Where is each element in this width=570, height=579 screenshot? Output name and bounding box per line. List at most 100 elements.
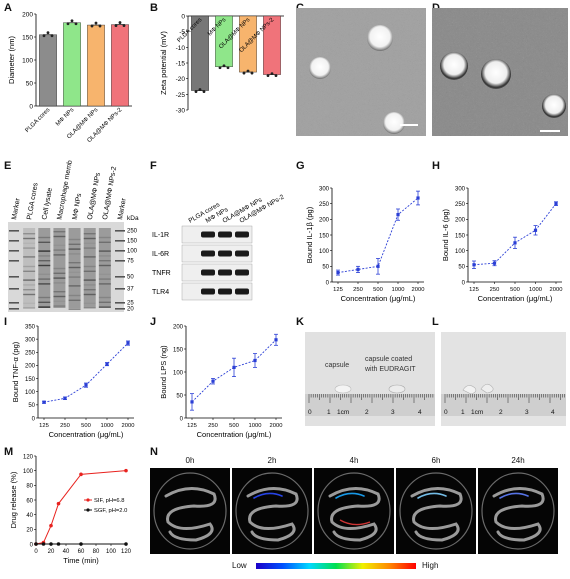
legend-marker [86,498,90,502]
y-axis-label: Drug release (%) [9,471,18,528]
panel-label-j: J [150,316,157,328]
x-tick-label: 1000 [392,287,405,293]
series-line [473,203,557,266]
panel-label-b: B [150,2,158,14]
blot-row-label: IL-6R [152,251,169,258]
y-tick-label: 150 [319,233,330,239]
x-tick-label: 250 [60,423,70,429]
x-tick-label: 20 [48,549,55,555]
gel-band [53,277,66,279]
tem-image-d-drawing [432,8,568,136]
color-scale-high: High [422,561,439,570]
data-point [94,21,98,25]
gel-band [38,288,50,289]
x-tick-label: 2000 [122,423,135,429]
data-point [79,542,83,546]
y-tick-label: 100 [23,469,34,475]
kda-value: 50 [127,275,134,281]
gel-lane-label: OLA@MΦ NPs [87,172,102,221]
gel-band [68,248,81,250]
gel-band [99,288,111,289]
kda-value: 20 [127,307,134,313]
y-tick-label: 50 [28,403,35,409]
blot-band [235,288,249,295]
bar [39,34,57,107]
kda-value: 25 [127,301,134,307]
x-axis-label: Time (min) [63,556,99,565]
gel-band [23,237,36,240]
color-scale-low: Low [232,561,247,570]
blot-band [218,250,232,257]
y-tick-label: 0 [180,416,184,422]
y-tick-label: 150 [455,233,466,239]
blot-row-label: TLR4 [152,289,169,296]
blot-strip [181,244,253,263]
x-tick-label: 500 [510,287,520,293]
panel-label-n: N [150,446,158,458]
data-point [190,400,194,404]
data-point [49,523,53,528]
y-tick-label: 200 [25,364,36,370]
marker-band [9,276,19,278]
gel-band [53,231,66,233]
y-tick-label: 200 [22,12,33,19]
gel-band [38,306,51,308]
gel-band [38,283,51,285]
tem-image-c [296,8,426,136]
gel-lane [53,228,66,308]
data-point [533,228,538,232]
panel-label-a: A [4,2,12,14]
bar [111,24,129,107]
y-tick-label: 300 [455,186,466,192]
gel-band [98,283,111,285]
data-point [513,241,517,245]
gel-band [53,300,66,302]
x-tick-label: 125 [333,287,343,293]
kda-value: 150 [127,239,138,245]
gel-band [83,270,96,272]
data-point [232,365,236,369]
gel-band [83,233,96,235]
bar [63,22,81,107]
gel-band [38,250,51,252]
marker-band [9,230,19,232]
gel-band [53,244,66,246]
gel-band [23,261,35,262]
marker-band [115,260,125,262]
imaging-time-label: 6h [431,456,441,465]
gel-band [53,305,66,307]
marker-band [115,276,125,278]
data-point [124,468,128,473]
data-point [124,542,128,546]
y-axis-label: Bound IL-6 (pg) [441,208,450,261]
panel-label-l: L [432,316,439,328]
gel-band [53,282,66,284]
y-tick-label: 250 [25,351,36,357]
gel-band [98,306,111,308]
data-point [118,21,122,24]
imaging-tile: 4h [314,456,394,556]
gel-band [53,291,66,293]
panel-label-i: I [4,316,8,328]
y-tick-label: 0 [32,416,36,422]
ruler-l-1: 1 [461,409,465,416]
y-tick-label: 100 [173,370,184,376]
gel-band [23,256,36,258]
gel-lane-label: Marker [117,197,128,220]
imaging-tile: 6h [396,456,476,556]
data-point [41,542,46,546]
tem-image-d [432,8,568,136]
marker-band [9,302,19,304]
data-point [554,202,558,206]
y-tick-label: -10 [176,45,186,52]
panel-label-h: H [432,160,440,172]
gel-band [98,264,111,267]
y-tick-label: 0 [326,280,330,286]
gel-lane [98,228,111,308]
y-axis-label: Diameter (nm) [7,36,16,84]
gel-band [38,278,51,280]
data-point [84,383,88,387]
gel-band [53,259,65,260]
gel-band [38,236,51,239]
y-tick-label: -20 [176,76,186,83]
